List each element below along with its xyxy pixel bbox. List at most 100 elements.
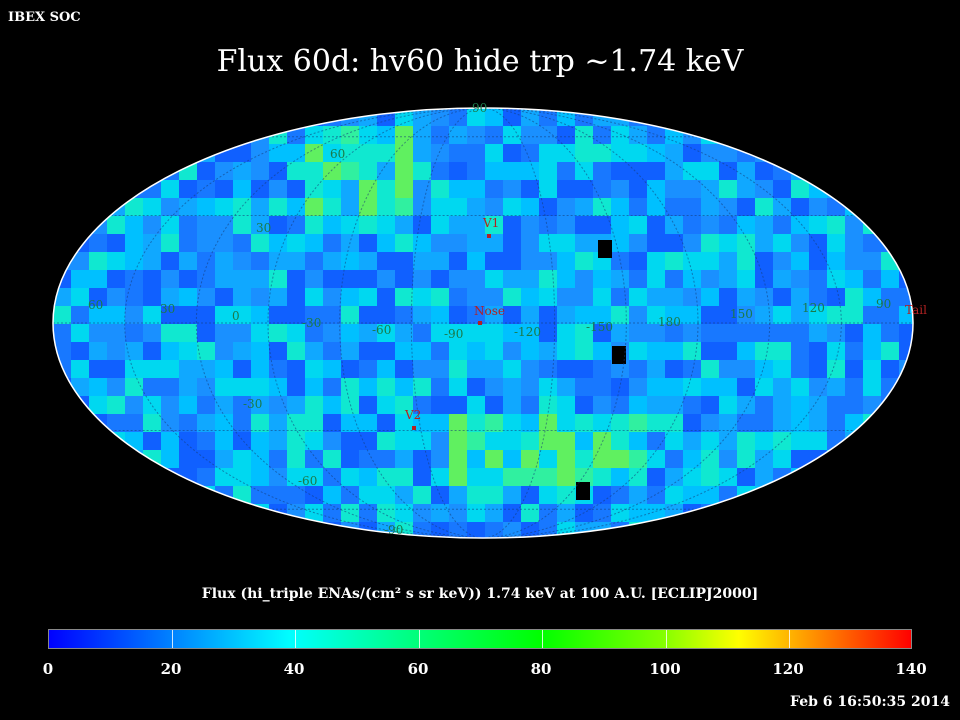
flux-pixel: [863, 432, 881, 450]
corner-label: IBEX SOC: [8, 10, 81, 25]
flux-pixel: [431, 504, 449, 522]
flux-pixel: [251, 198, 269, 216]
flux-pixel: [305, 450, 323, 468]
flux-pixel: [269, 288, 287, 306]
flux-pixel: [233, 270, 251, 288]
flux-pixel: [323, 378, 341, 396]
flux-pixel: [467, 486, 485, 504]
flux-pixel: [89, 432, 107, 450]
flux-pixel: [881, 414, 899, 432]
flux-pixel: [683, 324, 701, 342]
flux-pixel: [233, 126, 251, 144]
flux-pixel: [179, 162, 197, 180]
flux-pixel: [413, 378, 431, 396]
flux-pixel: [575, 432, 593, 450]
flux-pixel: [359, 216, 377, 234]
flux-pixel: [755, 432, 773, 450]
lat-label-90: 90: [472, 101, 487, 115]
flux-pixel: [827, 234, 845, 252]
flux-pixel: [449, 108, 467, 126]
flux-pixel: [611, 252, 629, 270]
flux-pixel: [431, 270, 449, 288]
flux-pixel: [863, 252, 881, 270]
flux-pixel: [503, 252, 521, 270]
flux-pixel: [305, 198, 323, 216]
flux-pixel: [161, 396, 179, 414]
flux-pixel: [647, 180, 665, 198]
flux-pixel: [305, 342, 323, 360]
flux-pixel: [701, 396, 719, 414]
flux-pixel: [719, 288, 737, 306]
flux-pixel: [791, 468, 809, 486]
flux-pixel: [305, 126, 323, 144]
flux-pixel: [431, 432, 449, 450]
flux-pixel: [377, 486, 395, 504]
flux-pixel: [629, 432, 647, 450]
flux-pixel: [611, 324, 629, 342]
flux-pixel: [611, 360, 629, 378]
flux-pixel: [557, 126, 575, 144]
flux-pixel: [665, 270, 683, 288]
lon-label-0: 0: [232, 309, 240, 323]
flux-pixel: [611, 144, 629, 162]
flux-pixel: [377, 378, 395, 396]
flux-pixel: [395, 126, 413, 144]
flux-pixel: [773, 414, 791, 432]
flux-pixel: [701, 504, 719, 522]
flux-pixel: [215, 432, 233, 450]
flux-pixel: [179, 252, 197, 270]
flux-pixel: [737, 306, 755, 324]
flux-pixel: [521, 306, 539, 324]
flux-pixel: [395, 414, 413, 432]
flux-pixel: [449, 504, 467, 522]
flux-pixel: [485, 522, 503, 538]
flux-pixel: [611, 198, 629, 216]
flux-pixel: [413, 504, 431, 522]
flux-pixel: [89, 378, 107, 396]
flux-pixel: [629, 360, 647, 378]
flux-pixel: [755, 234, 773, 252]
flux-pixel: [485, 144, 503, 162]
flux-pixel: [449, 396, 467, 414]
flux-pixel: [107, 324, 125, 342]
flux-pixel: [521, 342, 539, 360]
flux-pixel: [629, 270, 647, 288]
flux-pixel: [197, 234, 215, 252]
flux-pixel: [161, 216, 179, 234]
flux-pixel: [143, 360, 161, 378]
flux-pixel: [503, 180, 521, 198]
flux-pixel: [143, 342, 161, 360]
flux-pixel: [701, 270, 719, 288]
flux-pixel: [827, 450, 845, 468]
flux-pixel: [215, 342, 233, 360]
flux-pixel: [611, 126, 629, 144]
flux-pixel: [287, 288, 305, 306]
flux-pixel: [485, 432, 503, 450]
flux-pixel: [521, 486, 539, 504]
flux-pixel: [809, 468, 827, 486]
flux-pixel: [359, 360, 377, 378]
flux-pixel: [269, 360, 287, 378]
flux-pixel: [791, 360, 809, 378]
flux-pixel: [143, 468, 161, 486]
flux-pixel: [593, 450, 611, 468]
flux-pixel: [557, 180, 575, 198]
flux-pixel: [683, 414, 701, 432]
flux-pixel: [683, 144, 701, 162]
flux-pixel: [503, 378, 521, 396]
flux-pixel: [521, 378, 539, 396]
flux-pixel: [593, 414, 611, 432]
flux-pixel: [143, 378, 161, 396]
flux-pixel: [791, 432, 809, 450]
flux-pixel: [737, 450, 755, 468]
flux-pixel: [593, 360, 611, 378]
flux-pixel: [737, 360, 755, 378]
flux-pixel: [719, 360, 737, 378]
flux-pixel: [233, 504, 251, 522]
flux-pixel: [485, 270, 503, 288]
flux-pixel: [701, 468, 719, 486]
flux-pixel: [863, 324, 881, 342]
flux-pixel: [449, 288, 467, 306]
flux-pixel: [521, 414, 539, 432]
flux-pixel: [845, 306, 863, 324]
